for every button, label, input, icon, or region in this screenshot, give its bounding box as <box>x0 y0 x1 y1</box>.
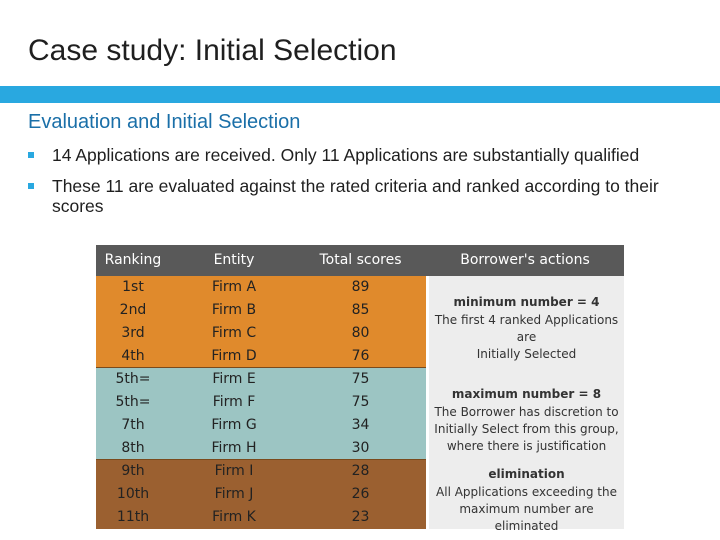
bullet-text: These 11 are evaluated against the rated… <box>52 176 659 216</box>
group-separator <box>96 459 426 460</box>
bullet-item: These 11 are evaluated against the rated… <box>28 176 703 216</box>
table-header: Ranking Entity Total scores Borrower's a… <box>96 245 624 276</box>
ranking-cell: 4th <box>121 348 145 364</box>
action-line: The first 4 ranked Applications are <box>434 313 619 344</box>
score-cell: 23 <box>351 509 370 525</box>
ranking-cell: 5th= <box>115 394 151 410</box>
table-row: 5th= Firm F 75 <box>96 391 426 414</box>
table-row: 3rd Firm C 80 <box>96 322 426 345</box>
action-line: where there is justification <box>446 439 607 453</box>
ranking-cell: 7th <box>121 417 145 433</box>
score-cell: 80 <box>351 325 370 341</box>
square-bullet-icon <box>28 152 34 158</box>
score-cell: 85 <box>351 302 370 318</box>
score-cell: 34 <box>351 417 370 433</box>
table-row: 1st Firm A 89 <box>96 276 426 299</box>
score-cell: 26 <box>351 486 370 502</box>
header-entity: Entity <box>213 252 255 268</box>
score-cell: 75 <box>351 371 370 387</box>
action-line: All Applications exceeding the <box>436 485 617 499</box>
slide-subtitle: Evaluation and Initial Selection <box>28 111 301 133</box>
entity-cell: Firm B <box>211 302 257 318</box>
table-row: 8th Firm H 30 <box>96 437 426 460</box>
entity-cell: Firm I <box>214 463 254 479</box>
entity-cell: Firm G <box>211 417 257 433</box>
action-heading: minimum number = 4 <box>453 295 600 309</box>
bullet-item: 14 Applications are received. Only 11 Ap… <box>28 145 703 165</box>
header-total-scores: Total scores <box>319 252 402 268</box>
bullet-text: 14 Applications are received. Only 11 Ap… <box>52 145 640 165</box>
ranking-cell: 2nd <box>119 302 147 318</box>
action-heading: elimination <box>488 467 565 481</box>
group-eliminated-background <box>96 460 426 529</box>
table-row: 10th Firm J 26 <box>96 483 426 506</box>
table-row: 11th Firm K 23 <box>96 506 426 529</box>
group-discretion-background <box>96 368 426 460</box>
ranking-cell: 9th <box>121 463 145 479</box>
table-row: 7th Firm G 34 <box>96 414 426 437</box>
score-cell: 30 <box>351 440 370 456</box>
ranking-cell: 8th <box>121 440 145 456</box>
slide-title: Case study: Initial Selection <box>28 34 397 67</box>
score-cell: 89 <box>351 279 370 295</box>
title-divider-bar <box>0 86 720 103</box>
entity-cell: Firm D <box>211 348 257 364</box>
bullet-list: 14 Applications are received. Only 11 Ap… <box>28 145 703 227</box>
action-elimination: elimination All Applications exceeding t… <box>429 460 624 533</box>
table-row: 5th= Firm E 75 <box>96 368 426 391</box>
score-cell: 75 <box>351 394 370 410</box>
ranking-cell: 11th <box>116 509 150 525</box>
group-selected-background <box>96 276 426 368</box>
ranking-table: Ranking Entity Total scores Borrower's a… <box>96 245 624 533</box>
ranking-cell: 3rd <box>121 325 145 341</box>
action-heading: maximum number = 8 <box>451 387 602 401</box>
square-bullet-icon <box>28 183 34 189</box>
entity-cell: Firm E <box>212 371 256 387</box>
entity-cell: Firm A <box>211 279 257 295</box>
entity-cell: Firm K <box>212 509 256 525</box>
ranking-cell: 5th= <box>115 371 151 387</box>
action-line: Initially Selected <box>476 347 577 361</box>
header-ranking: Ranking <box>104 252 162 268</box>
table-row: 4th Firm D 76 <box>96 345 426 368</box>
entity-cell: Firm C <box>211 325 257 341</box>
score-cell: 28 <box>351 463 370 479</box>
ranking-cell: 10th <box>116 486 150 502</box>
entity-cell: Firm H <box>211 440 257 456</box>
score-cell: 76 <box>351 348 370 364</box>
header-borrower-actions: Borrower's actions <box>460 252 590 268</box>
table-row: 9th Firm I 28 <box>96 460 426 483</box>
action-line: The Borrower has discretion to <box>434 405 619 419</box>
action-minimum: minimum number = 4 The first 4 ranked Ap… <box>429 276 624 368</box>
table-row: 2nd Firm B 85 <box>96 299 426 322</box>
group-separator <box>96 367 426 368</box>
action-line: maximum number are eliminated <box>459 502 594 533</box>
ranking-cell: 1st <box>122 279 144 295</box>
entity-cell: Firm F <box>212 394 256 410</box>
action-line: Initially Select from this group, <box>434 422 619 436</box>
action-maximum: maximum number = 8 The Borrower has disc… <box>429 368 624 460</box>
entity-cell: Firm J <box>214 486 254 502</box>
